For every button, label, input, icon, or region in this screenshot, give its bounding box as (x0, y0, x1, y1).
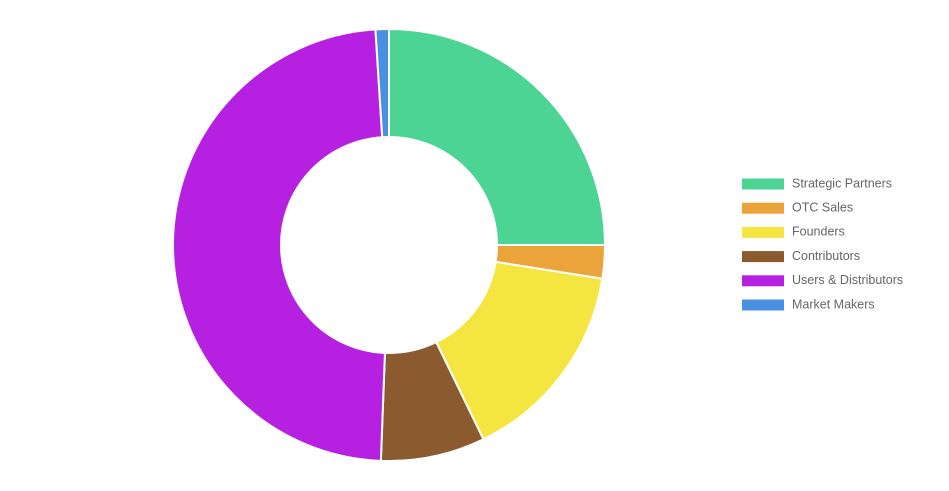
legend-swatch (742, 251, 784, 263)
legend-swatch (742, 275, 784, 287)
legend-label: Market Makers (792, 297, 875, 311)
slice (374, 27, 390, 139)
slice (172, 28, 386, 462)
legend-label: Founders (792, 225, 845, 239)
legend-swatch (742, 299, 784, 311)
legend-label: OTC Sales (792, 200, 853, 214)
legend-label: Users & Distributors (792, 273, 903, 287)
legend-swatch (742, 178, 784, 190)
legend-label: Contributors (792, 249, 860, 263)
slice (388, 27, 607, 246)
slice (434, 260, 604, 441)
legend-swatch (742, 226, 784, 238)
legend-swatch (742, 202, 784, 214)
legend-label: Strategic Partners (792, 176, 892, 190)
